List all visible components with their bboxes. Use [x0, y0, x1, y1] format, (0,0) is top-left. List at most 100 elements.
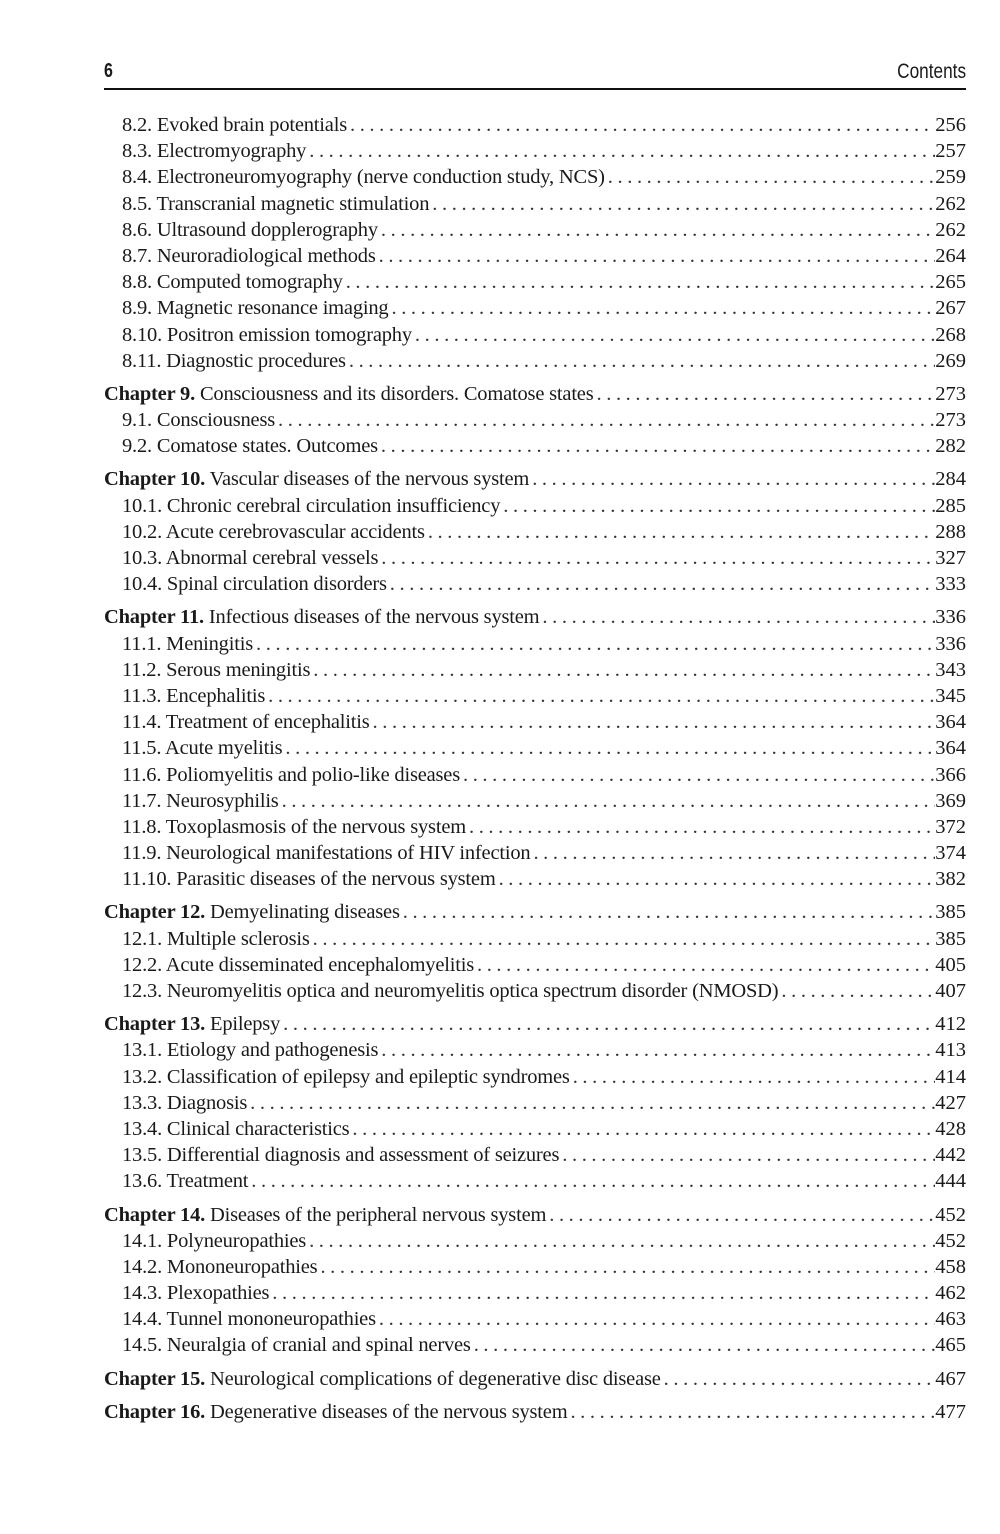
toc-chapter-entry: Chapter 13. Epilepsy 412 — [104, 1011, 966, 1037]
entry-label: 8.10. Positron emission tomography — [122, 323, 412, 346]
entry-label: 14.2. Mononeuropathies — [122, 1255, 318, 1278]
entry-label: 11.1. Meningitis — [122, 632, 254, 655]
entry-title: 13.4. Clinical characteristics — [122, 1116, 350, 1142]
entry-page-number: 477 — [935, 1400, 966, 1423]
toc-section-entry: 12.2. Acute disseminated encephalomyelit… — [104, 952, 966, 978]
toc-section-entry: 14.5. Neuralgia of cranial and spinal ne… — [104, 1332, 966, 1358]
dot-leader — [400, 899, 936, 925]
toc-section-entry: 11.7. Neurosyphilis 369 — [104, 788, 966, 814]
entry-page-number: 336 — [935, 606, 966, 629]
entry-page-number: 265 — [935, 271, 966, 294]
toc-section-entry: 8.9. Magnetic resonance imaging 267 — [104, 295, 966, 321]
entry-title: Chapter 9. Consciousness and its disorde… — [104, 381, 594, 407]
entry-page-number: 442 — [935, 1144, 966, 1167]
dot-leader — [778, 978, 935, 1004]
entry-title: 9.2. Comatose states. Outcomes — [122, 433, 378, 459]
toc-section-entry: 13.1. Etiology and pathogenesis 413 — [104, 1037, 966, 1063]
toc-section-entry: 9.1. Consciousness 273 — [104, 407, 966, 433]
entry-label: Vascular diseases of the nervous system — [209, 468, 530, 491]
entry-page-number: 273 — [935, 382, 966, 405]
entry-label: 14.4. Tunnel mononeuropathies — [122, 1308, 376, 1331]
dot-leader — [559, 1142, 935, 1168]
entry-label: 13.5. Differential diagnosis and assessm… — [122, 1144, 560, 1167]
entry-title: 9.1. Consciousness — [122, 407, 275, 433]
toc-section-entry: 8.6. Ultrasound dopplerography 262 — [104, 217, 966, 243]
entry-label: 14.1. Polyneuropathies — [122, 1229, 307, 1252]
entry-label: 13.3. Diagnosis — [122, 1091, 248, 1114]
dot-leader — [471, 1332, 936, 1358]
entry-title: 11.4. Treatment of encephalitis — [122, 709, 370, 735]
entry-label: 8.3. Electromyography — [122, 140, 307, 163]
entry-page-number: 405 — [935, 953, 966, 976]
toc-chapter-entry: Chapter 9. Consciousness and its disorde… — [104, 381, 966, 407]
entry-label: 8.11. Diagnostic procedures — [122, 349, 346, 372]
dot-leader — [310, 657, 935, 683]
entry-title: 14.3. Plexopathies — [122, 1280, 269, 1306]
chapter-number: Chapter 11. — [104, 606, 204, 629]
entry-title: Chapter 15. Neurological complications o… — [104, 1366, 661, 1392]
entry-title: 11.7. Neurosyphilis — [122, 788, 279, 814]
toc-section-entry: 8.8. Computed tomography 265 — [104, 269, 966, 295]
entry-label: 10.1. Chronic cerebral circulation insuf… — [122, 494, 501, 517]
toc-chapter-entry: Chapter 14. Diseases of the peripheral n… — [104, 1202, 966, 1228]
entry-label: 12.2. Acute disseminated encephalomyelit… — [122, 953, 474, 976]
toc-section-entry: 10.3. Abnormal cerebral vessels 327 — [104, 545, 966, 571]
entry-page-number: 259 — [935, 166, 966, 189]
toc-chapter-entry: Chapter 11. Infectious diseases of the n… — [104, 604, 966, 630]
entry-title: 14.4. Tunnel mononeuropathies — [122, 1306, 376, 1332]
dot-leader — [412, 322, 935, 348]
dot-leader — [539, 604, 935, 630]
entry-title: 8.4. Electroneuromyography (nerve conduc… — [122, 164, 605, 190]
dot-leader — [661, 1366, 936, 1392]
entry-title: 14.1. Polyneuropathies — [122, 1228, 306, 1254]
toc-chapter-entry: Chapter 16. Degenerative diseases of the… — [104, 1399, 966, 1425]
entry-title: 8.6. Ultrasound dopplerography — [122, 217, 378, 243]
page-header: 6 Contents — [104, 58, 966, 90]
dot-leader — [378, 217, 935, 243]
entry-label: 8.4. Electroneuromyography (nerve conduc… — [122, 166, 605, 189]
toc-section-entry: 11.2. Serous meningitis 343 — [104, 657, 966, 683]
toc-section-entry: 11.5. Acute myelitis 364 — [104, 735, 966, 761]
entry-title: 8.5. Transcranial magnetic stimulation — [122, 191, 429, 217]
entry-title: Chapter 12. Demyelinating diseases — [104, 899, 400, 925]
entry-page-number: 284 — [935, 468, 966, 491]
entry-page-number: 264 — [935, 244, 966, 267]
entry-label: Demyelinating diseases — [210, 901, 400, 924]
chapter-number: Chapter 15. — [104, 1367, 206, 1390]
entry-label: 11.2. Serous meningitis — [122, 658, 311, 681]
toc-section-entry: 8.7. Neuroradiological methods 264 — [104, 243, 966, 269]
dot-leader — [429, 191, 935, 217]
page-number: 6 — [104, 60, 113, 82]
entry-title: 8.3. Electromyography — [122, 138, 306, 164]
toc-section-entry: 11.6. Poliomyelitis and polio-like disea… — [104, 762, 966, 788]
dot-leader — [387, 571, 935, 597]
entry-label: 11.10. Parasitic diseases of the nervous… — [122, 868, 496, 891]
dot-leader — [378, 433, 935, 459]
toc-section-entry: 8.11. Diagnostic procedures 269 — [104, 348, 966, 374]
chapter-number: Chapter 10. — [104, 468, 206, 491]
entry-page-number: 269 — [935, 349, 966, 372]
entry-title: 8.11. Diagnostic procedures — [122, 348, 346, 374]
entry-page-number: 385 — [935, 927, 966, 950]
entry-label: 11.3. Encephalitis — [122, 684, 266, 707]
entry-title: 11.10. Parasitic diseases of the nervous… — [122, 866, 496, 892]
toc-section-entry: 8.4. Electroneuromyography (nerve conduc… — [104, 164, 966, 190]
dot-leader — [376, 1306, 935, 1332]
toc-section-entry: 9.2. Comatose states. Outcomes 282 — [104, 433, 966, 459]
entry-label: Degenerative diseases of the nervous sys… — [210, 1400, 568, 1423]
dot-leader — [275, 407, 935, 433]
entry-title: 8.9. Magnetic resonance imaging — [122, 295, 389, 321]
dot-leader — [567, 1399, 935, 1425]
entry-title: Chapter 11. Infectious diseases of the n… — [104, 604, 540, 630]
entry-title: 11.2. Serous meningitis — [122, 657, 310, 683]
entry-page-number: 285 — [935, 494, 966, 517]
toc-chapter-entry: Chapter 15. Neurological complications o… — [104, 1366, 966, 1392]
entry-label: 8.9. Magnetic resonance imaging — [122, 297, 389, 320]
toc-section-entry: 14.2. Mononeuropathies 458 — [104, 1254, 966, 1280]
toc-section-entry: 8.10. Positron emission tomography 268 — [104, 322, 966, 348]
entry-page-number: 385 — [935, 901, 966, 924]
toc-chapter-entry: Chapter 12. Demyelinating diseases 385 — [104, 899, 966, 925]
dot-leader — [378, 545, 935, 571]
entry-label: 11.4. Treatment of encephalitis — [122, 711, 370, 734]
dot-leader — [280, 1011, 935, 1037]
